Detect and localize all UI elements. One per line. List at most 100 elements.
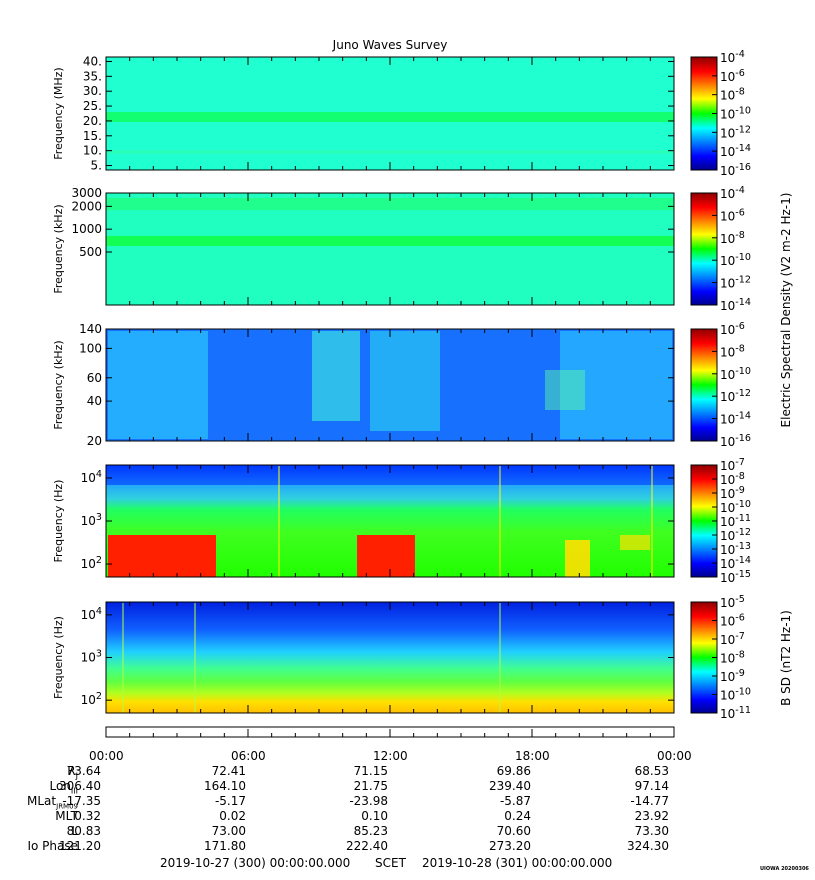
panel-2-ytick-label-3: 500 — [79, 245, 102, 259]
ephem-value: 273.20 — [489, 839, 531, 853]
colorbar-2-tick-2: 10-8 — [720, 230, 745, 246]
ephem-value: 73.30 — [634, 824, 669, 838]
colorbar-1-tick-4: 10-12 — [720, 124, 751, 140]
figure-title: Juno Waves Survey — [332, 38, 448, 52]
panel-1: 40.35.30.25.20.15.10.5. Frequency (MHz) — [52, 54, 675, 173]
panel-4-red-block-1 — [108, 535, 216, 577]
colorbar-2-tick-1: 10-6 — [720, 207, 745, 223]
ephem-label-4: L — [71, 824, 78, 838]
colorbar-1-tick-1: 10-6 — [720, 68, 745, 84]
ephem-value: 164.10 — [204, 779, 246, 793]
ephem-value: 171.80 — [204, 839, 246, 853]
ephem-value: 70.60 — [496, 824, 531, 838]
panel-4-red-block-2 — [357, 535, 415, 577]
panel-5-yticks: 104 103 102 — [81, 606, 674, 707]
panel-3-ytick-label-1: 100 — [79, 341, 102, 355]
uiowa-stamp: UIOWA 20200306 — [760, 866, 809, 872]
ephem-value: -14.77 — [630, 794, 669, 808]
panel-5-spectrogram — [106, 602, 674, 713]
colorbar-5-tick-2: 10-7 — [720, 631, 745, 647]
ephem-value: 324.30 — [627, 839, 669, 853]
panel-3-ylabel: Frequency (kHz) — [52, 340, 65, 429]
time-axis-ticks — [105, 729, 675, 737]
colorbar-4-tick-0: 10-7 — [720, 457, 745, 473]
colorbar-4-tick-5: 10-12 — [720, 527, 751, 543]
panel-2-xticks — [105, 193, 675, 305]
panel-1-ytick-label-7: 5. — [91, 159, 102, 173]
panel-3-ytick-label-2: 60 — [87, 371, 102, 385]
panel-4-ylabel: Frequency (Hz) — [52, 480, 65, 563]
ephem-label-5: Io Phase — [27, 839, 78, 853]
colorbar-5-tick-5: 10-10 — [720, 687, 751, 703]
colorbar-4-tick-6: 10-13 — [720, 541, 751, 557]
ephem-value: -17.35 — [62, 794, 101, 808]
panel-5-ylabel: Frequency (Hz) — [52, 616, 65, 699]
ephem-label-1: LonIII — [49, 779, 79, 796]
panel-4-xticks — [105, 465, 675, 577]
footer-scet: SCET — [375, 856, 406, 870]
panel-1-band-21mhz — [106, 112, 674, 122]
ephem-value: 239.40 — [489, 779, 531, 793]
ephem-value: 85.23 — [353, 824, 388, 838]
colorbar-4-tick-2: 10-9 — [720, 485, 745, 501]
ephem-value: 73.64 — [66, 764, 101, 778]
time-label-1: 06:00 — [231, 749, 266, 763]
ephem-value: 23.92 — [634, 809, 669, 823]
panel-3: 140 100 60 40 20 Frequency (kHz) — [52, 322, 675, 448]
time-label-4: 00:00 — [657, 749, 692, 763]
colorbar-2-tick-0: 10-4 — [720, 185, 745, 201]
panel-3-ytick-label-4: 20 — [87, 434, 102, 448]
time-label-2: 12:00 — [373, 749, 408, 763]
panel-5-xticks — [105, 602, 675, 713]
colorbar-5-tick-4: 10-9 — [720, 668, 745, 684]
ephem-value: 80.83 — [66, 824, 101, 838]
ephem-value: 306.40 — [59, 779, 101, 793]
colorbar-3-tick-2: 10-10 — [720, 366, 751, 382]
colorbar-5-tick-0: 10-5 — [720, 594, 745, 610]
ephem-label-0: RJ — [67, 764, 78, 781]
ephem-value: 69.86 — [496, 764, 531, 778]
panel-4-ytick-label-0: 104 — [81, 469, 102, 485]
ephem-value: 73.00 — [211, 824, 246, 838]
ephem-value: 121.20 — [59, 839, 101, 853]
ephem-value: 72.41 — [211, 764, 246, 778]
colorbar-4-tick-1: 10-8 — [720, 471, 745, 487]
colorbar-1-tick-2: 10-8 — [720, 87, 745, 103]
panel-3-emissions — [108, 331, 672, 439]
colorbar-1-tick-6: 10-16 — [720, 162, 751, 178]
colorbars: 10-4 10-6 10-8 10-10 10-12 10-14 10-16 10-4 10-6… — [690, 49, 751, 721]
panel-3-ytick-label-0: 140 — [79, 322, 102, 336]
panel-1-ytick-label-2: 30. — [83, 84, 102, 98]
colorbar-2-tick-3: 10-10 — [720, 252, 751, 268]
time-label-0: 00:00 — [89, 749, 124, 763]
ephem-value: 21.75 — [353, 779, 388, 793]
panel-4-yticks: 104 103 102 — [81, 469, 674, 571]
panel-2-ylabel: Frequency (kHz) — [52, 204, 65, 293]
footer-start-time: 2019-10-27 (300) 00:00:00.000 — [160, 856, 351, 870]
colorbar-3-tick-4: 10-14 — [720, 411, 751, 427]
ephem-value: -5.87 — [499, 794, 531, 808]
time-label-3: 18:00 — [515, 749, 550, 763]
ephem-value: 68.53 — [634, 764, 669, 778]
panel-3-ytick-label-3: 40 — [87, 394, 102, 408]
panel-4-yellow-block — [565, 540, 590, 577]
panel-1-ytick-label-4: 20. — [83, 114, 102, 128]
ephem-label-2: MLatJRM09 — [27, 794, 78, 811]
panel-5-ytick-label-2: 102 — [81, 691, 102, 707]
colorbar-3-tick-5: 10-16 — [720, 433, 751, 449]
colorbar-2 — [690, 192, 718, 306]
ephem-value: 97.14 — [634, 779, 669, 793]
colorbar-label-electric: Electric Spectral Density (V2 m-2 Hz-1) — [779, 193, 793, 428]
panel-1-ytick-label-1: 35. — [83, 69, 102, 83]
panel-2-ytick-label-1: 2000 — [71, 199, 102, 213]
ephem-value: 222.40 — [346, 839, 388, 853]
colorbar-label-magnetic: B SD (nT2 Hz-1) — [779, 610, 793, 706]
panel-1-yticks: 40.35.30.25.20.15.10.5. — [83, 54, 674, 173]
panel-2-ytick-label-2: 1000 — [71, 222, 102, 236]
colorbar-5-tick-3: 10-8 — [720, 650, 745, 666]
ephem-value: 71.15 — [353, 764, 388, 778]
footer-end-time: 2019-10-28 (301) 00:00:00.000 — [422, 856, 613, 870]
colorbar-2-tick-5: 10-14 — [720, 297, 751, 313]
